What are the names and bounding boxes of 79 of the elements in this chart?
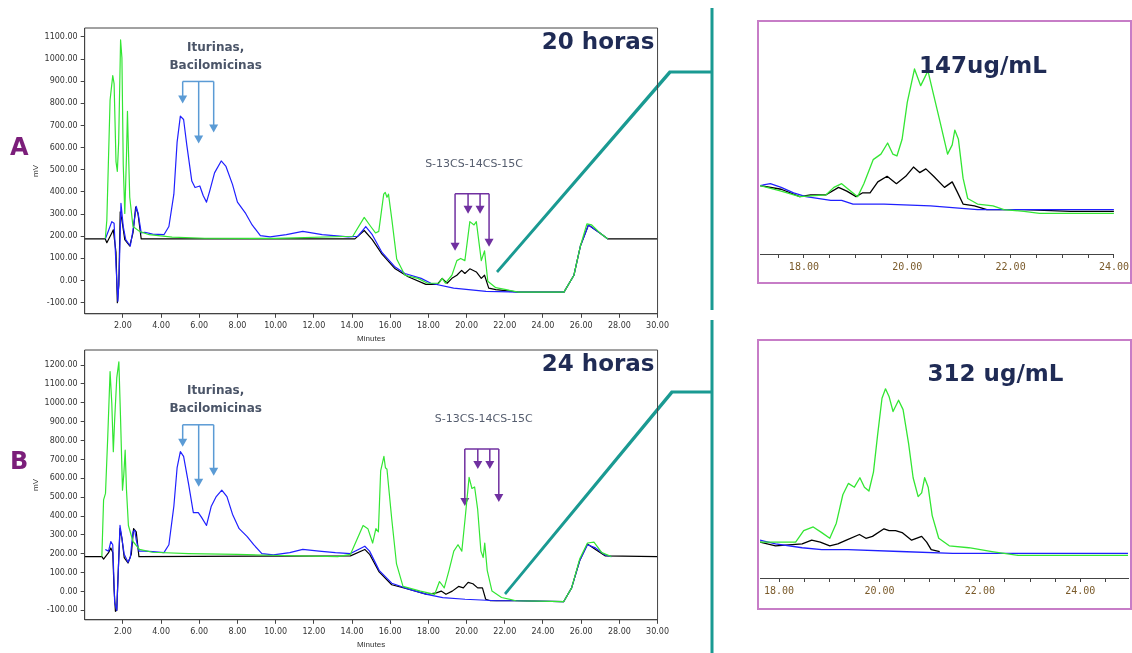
x-tick-label: 4.00 [152,626,170,636]
y-tick-label: 200.00 [49,231,78,241]
y-tick-label: 1000.00 [44,54,78,64]
x-tick-label: 8.00 [228,626,247,636]
text: B [10,447,29,476]
x-tick-label: 12.00 [302,320,326,330]
y-tick-label: 600.00 [49,473,78,483]
chart-title: 20 horas [541,27,655,54]
x-tick-label: 20.00 [455,320,479,330]
x-tick-label: 26.00 [569,320,593,330]
text: A [10,133,29,162]
y-tick-label: 600.00 [49,142,78,152]
y-tick-label: 800.00 [49,98,78,108]
x-tick-label: 18.00 [416,320,440,330]
chart-title: 24 horas [541,349,655,376]
annotation: S-13CS-14CS-15C [425,156,524,170]
y-tick-label: 700.00 [49,454,78,464]
y-tick-label: 400.00 [49,187,78,197]
y-tick-label: 500.00 [49,164,78,174]
x-tick-label: 6.00 [190,626,209,636]
y-tick-label: 1100.00 [44,31,78,41]
y-tick-label: 1000.00 [44,397,78,407]
x-tick-label: 20.00 [455,626,479,636]
x-tick-label: 2.00 [113,320,132,330]
y-tick-label: 200.00 [49,548,78,558]
chart-title: 312 ug/mL [927,359,1064,386]
y-tick-label: 100.00 [49,253,78,263]
x-tick-label: 22.00 [493,320,517,330]
x-tick-label: 24.00 [1065,584,1096,596]
x-tick-label: 6.00 [190,320,209,330]
x-tick-label: 28.00 [607,626,631,636]
x-tick-label: 30.00 [646,626,669,636]
y-tick-label: 0.00 [59,275,78,285]
annotation: Iturinas, Bacilomicinas [169,39,262,72]
y-tick-label: 300.00 [49,209,78,219]
y-tick-label: 300.00 [49,529,78,539]
y-tick-label: -100.00 [46,605,78,615]
x-tick-label: 16.00 [378,626,402,636]
x-tick-label: 14.00 [340,320,364,330]
x-tick-label: 18.00 [416,626,440,636]
y-axis-title: mV [31,164,40,177]
x-tick-label: 30.00 [646,320,669,330]
x-tick-label: 14.00 [340,626,364,636]
x-axis-title: Minutes [357,334,386,344]
x-tick-label: 18.00 [764,584,795,596]
x-tick-label: 22.00 [964,584,995,596]
x-tick-label: 22.00 [493,626,517,636]
y-tick-label: -100.00 [46,297,78,307]
x-tick-label: 20.00 [864,584,895,596]
chart-title: 147ug/mL [919,51,1048,78]
x-tick-label: 16.00 [378,320,402,330]
x-tick-label: 22.00 [995,260,1026,272]
annotation: Iturinas, Bacilomicinas [169,382,262,415]
x-tick-label: 24.00 [531,626,555,636]
y-axis-title: mV [31,478,40,491]
x-tick-label: 4.00 [152,320,170,330]
x-tick-label: 10.00 [264,626,288,636]
x-axis-title: Minutes [357,640,386,650]
x-tick-label: 28.00 [607,320,631,330]
x-tick-label: 10.00 [264,320,288,330]
annotation: S-13CS-14CS-15C [434,411,534,425]
x-tick-label: 24.00 [1098,260,1129,272]
x-tick-label: 12.00 [302,626,326,636]
y-tick-label: 800.00 [49,435,78,445]
y-tick-label: 500.00 [49,492,78,502]
y-tick-label: 1200.00 [44,360,78,370]
x-tick-label: 20.00 [892,260,923,272]
x-tick-label: 26.00 [569,626,593,636]
x-tick-label: 24.00 [531,320,555,330]
y-tick-label: 1100.00 [44,379,78,389]
y-tick-label: 900.00 [49,416,78,426]
y-tick-label: 900.00 [49,76,78,86]
y-tick-label: 100.00 [49,567,78,577]
y-tick-label: 0.00 [59,586,78,596]
x-tick-label: 8.00 [228,320,247,330]
x-tick-label: 18.00 [788,260,819,272]
x-tick-label: 2.00 [113,626,132,636]
y-tick-label: 400.00 [49,511,78,521]
y-tick-label: 700.00 [49,120,78,130]
